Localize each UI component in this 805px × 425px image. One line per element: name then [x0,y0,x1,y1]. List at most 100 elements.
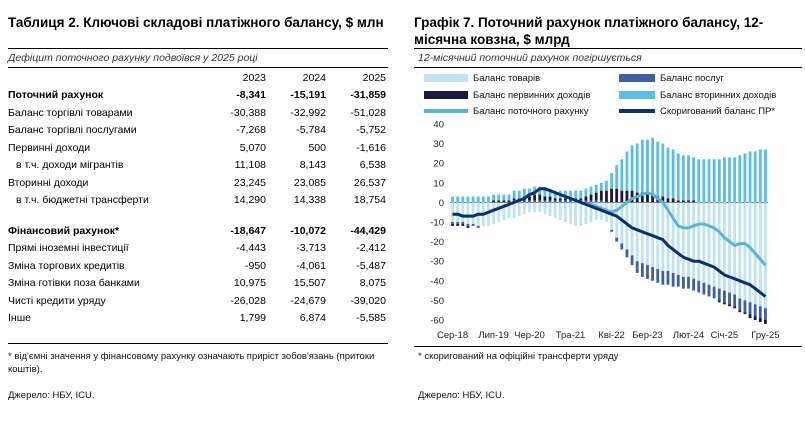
legend-swatch [424,91,468,100]
chart-bar [497,200,501,203]
row-value: -32,992 [290,106,326,119]
chart-bar [717,300,721,303]
chart-bar [753,151,757,203]
y-tick-label: -10 [430,218,444,229]
chart-bar [466,225,470,228]
x-tick-label: Бер-23 [632,330,663,341]
x-tick-label: Кві-22 [598,330,624,341]
chart-bar [553,198,557,201]
chart-bar [743,202,747,301]
y-tick-label: -60 [430,316,444,327]
chart-bar [764,202,767,309]
chart-bar [579,202,583,226]
chart-bar [681,202,685,277]
row-label: Первинні доходи [8,141,91,154]
row-value: -1,616 [356,141,386,154]
table-row: Поточний рахунок -8,341 -15,191 -31,859 [8,87,386,105]
chart-bar [758,202,762,307]
chart-bar [625,151,629,191]
legend-item: Скоригований баланс ПР* [619,106,775,117]
chart-bar [558,200,562,203]
chart-bar [630,145,634,191]
table-row: Вторинні доходи 23,245 23,085 26,537 [8,175,386,193]
chart-bar [640,192,644,203]
chart-bar [764,308,767,320]
chart-bar [599,190,603,201]
chart-bar [748,202,752,303]
chart-bar [456,223,460,226]
chart-bar [687,276,690,289]
row-value: -5,487 [356,259,386,272]
y-tick-label: 40 [433,120,444,131]
legend-label: Баланс первинних доходів [473,90,591,101]
chart-bar [635,261,639,273]
chart-bar [743,300,747,313]
chart-bar [528,196,531,201]
chart-bar [656,202,660,270]
chart-bar [456,202,460,222]
legend-swatch [424,109,468,114]
chart-bar [738,202,742,299]
chart-bar [599,200,603,203]
chart-bar [522,188,526,197]
chart-bar [764,149,767,203]
chart-bar [533,194,537,201]
chart-bar [451,196,454,203]
chart-bar [522,202,526,215]
row-value: -18,647 [230,224,266,237]
chart-bar [461,223,465,226]
chart-title-divider [414,48,802,49]
chart-bar [533,200,537,203]
row-value: 14,290 [233,194,266,206]
chart-bar [697,280,701,293]
row-label: Баланс торгівлі послугами [8,124,137,136]
chart-bar [461,202,465,222]
chart-bar [717,202,721,289]
chart-bar [722,202,726,291]
row-value: -3,713 [296,242,326,254]
chart-bar [492,202,496,224]
chart-bar [676,202,680,275]
chart-bar [748,302,752,315]
chart-bar [543,196,547,201]
chart-bar [764,320,767,324]
chart-bar [640,139,644,193]
chart-bar [574,190,578,199]
y-tick-label: -20 [430,237,444,248]
chart-bar [651,194,655,203]
chart-bar [579,198,583,201]
chart-bar [615,165,619,189]
row-label: в т.ч. доходи мігрантів [16,159,124,171]
legend-swatch [619,109,655,114]
x-tick-label: Чер-20 [514,330,545,341]
x-tick-label: Лип-19 [478,330,508,341]
row-value: 8,075 [359,277,386,289]
chart-bar [738,310,742,313]
table-footnote: * від'ємні значення у фінансовому рахунк… [8,351,375,375]
header-year: 2024 [302,72,326,84]
chart-bar [584,202,588,224]
chart-bar [651,267,655,281]
chart-bar [640,263,644,277]
chart-bar [646,265,649,279]
chart-bar [584,196,588,201]
chart-bar [712,202,716,287]
chart-bar [502,202,506,221]
chart-bar [476,196,480,203]
chart-bar [507,200,511,203]
header-label-cell [8,69,206,87]
chart-legend: Баланс товарів Баланс послуг Баланс перв… [414,70,802,120]
chart-bar [461,222,465,224]
legend-label: Баланс вторинних доходів [660,90,777,101]
chart-bar [646,139,649,195]
chart-bar [615,202,619,238]
chart-bar [661,196,665,203]
chart-bar [538,200,542,203]
row-value: 6,538 [359,159,386,171]
chart-bar [569,202,572,224]
chart-bar [722,290,726,303]
row-label: Зміна торгових кредитів [8,259,125,272]
chart-bar [589,200,593,203]
chart-bar [461,196,465,203]
row-value: -950 [244,259,266,272]
